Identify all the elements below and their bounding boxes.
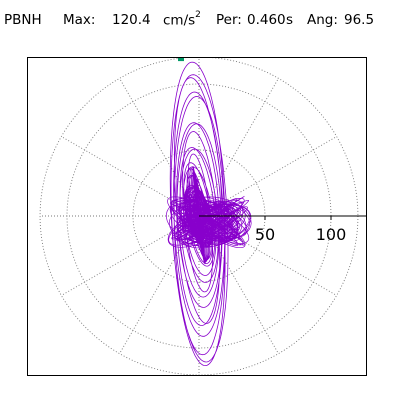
polar-axis	[199, 215, 366, 220]
period-label: Per:	[216, 12, 242, 28]
grid-spoke	[61, 136, 200, 217]
max-label: Max:	[63, 12, 96, 28]
max-unit-base: cm/s	[163, 12, 196, 29]
grid-spoke	[61, 215, 200, 296]
max-unit-exponent: 2	[195, 10, 201, 20]
orbit-plot: 50 100	[39, 58, 366, 375]
period-value: 0.460	[247, 12, 286, 28]
tick-labels: 50 100	[255, 225, 346, 244]
max-value: 120.4	[112, 12, 151, 28]
peak-marker	[178, 58, 185, 62]
grid-spoke	[119, 78, 200, 217]
grid-spoke	[198, 215, 337, 296]
angle-value: 96.5	[344, 12, 375, 28]
orbit-plot-frame: 50 100	[27, 57, 367, 376]
grid-spoke	[198, 136, 337, 217]
plot-header: PBNH Max: 120.4 cm/s2 Per: 0.460 s Ang: …	[0, 6, 400, 36]
grid-spoke	[119, 215, 200, 354]
trace-core	[165, 195, 252, 249]
max-unit: cm/s2	[163, 10, 201, 29]
tick-label: 50	[255, 225, 275, 244]
tick-label: 100	[316, 225, 347, 244]
grid-spoke	[198, 78, 279, 217]
station-code: PBNH	[4, 12, 42, 28]
peak-marker-layer	[178, 58, 185, 62]
angle-label: Ang:	[307, 12, 338, 28]
grid-spoke	[198, 215, 279, 354]
period-unit: s	[286, 12, 294, 28]
motion-trace	[165, 61, 252, 367]
